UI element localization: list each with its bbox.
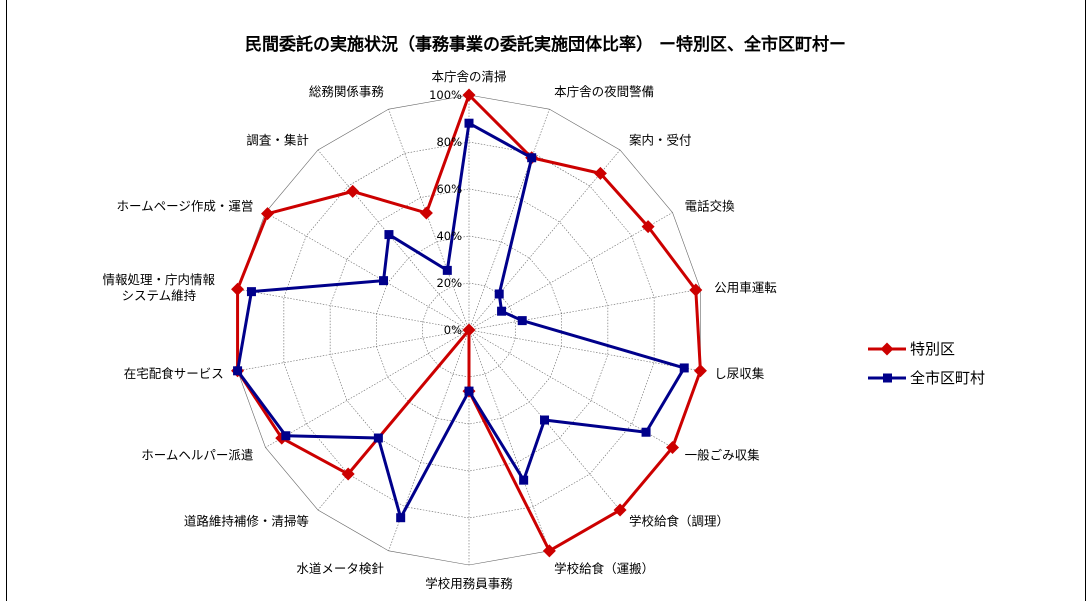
- data-point: [497, 306, 507, 316]
- category-label: 水道メータ検針: [296, 561, 384, 576]
- spoke: [468, 329, 701, 372]
- tick-label: 0%: [444, 323, 462, 337]
- category-label: 在宅配食サービス: [124, 366, 224, 381]
- legend-label: 特別区: [910, 340, 955, 358]
- radial-ticks: 0% 20% 40% 60% 80% 100%: [429, 88, 462, 337]
- data-point: [641, 427, 651, 437]
- data-point: [341, 467, 355, 481]
- data-point: [462, 323, 476, 337]
- data-point: [384, 230, 394, 240]
- category-label: 本庁舎の夜間警備: [554, 84, 654, 99]
- spoke: [468, 329, 673, 448]
- data-point: [462, 88, 476, 102]
- data-point: [542, 544, 556, 558]
- tick-label: 80%: [436, 135, 462, 149]
- category-label: 公用車運転: [714, 280, 777, 295]
- spoke: [265, 329, 470, 448]
- spoke: [317, 149, 470, 331]
- data-point: [519, 475, 529, 485]
- legend-label: 全市区町村: [910, 369, 985, 387]
- category-labels: 本庁舎の清掃本庁舎の夜間警備案内・受付電話交換公用車運転し尿収集一般ごみ収集学校…: [103, 69, 778, 591]
- data-point: [231, 282, 245, 296]
- category-label: 総務関係事務: [309, 84, 385, 99]
- tick-label: 20%: [436, 276, 462, 290]
- category-label: 電話交換: [685, 199, 736, 214]
- tick-label: 40%: [436, 229, 462, 243]
- data-point: [641, 220, 655, 234]
- data-point: [233, 366, 243, 376]
- series-layer: [231, 88, 707, 558]
- data-point: [527, 153, 537, 163]
- data-point: [261, 207, 275, 221]
- category-label: 道路維持補修・清掃等: [184, 514, 309, 529]
- category-label: ホームヘルパー派遣: [141, 448, 253, 463]
- data-point: [494, 289, 504, 299]
- legend-marker: [883, 373, 892, 383]
- category-label: 案内・受付: [629, 132, 692, 147]
- data-point: [442, 265, 452, 275]
- category-label: し尿収集: [714, 366, 765, 381]
- data-point: [464, 386, 474, 396]
- data-point: [679, 363, 689, 373]
- category-label: 調査・集計: [246, 132, 309, 147]
- data-point: [464, 118, 474, 128]
- category-label: 学校用務員事務: [425, 576, 513, 591]
- series-2: [233, 118, 689, 523]
- data-point: [346, 184, 360, 198]
- category-label: 一般ごみ収集: [685, 448, 761, 463]
- grid-ring: [283, 141, 655, 519]
- category-label: ホームページ作成・運営: [116, 199, 253, 214]
- category-label: 学校給食（調理）: [629, 514, 729, 529]
- spoke: [468, 149, 621, 331]
- spoke: [468, 288, 701, 331]
- spoke: [237, 329, 470, 372]
- chart-title: 民間委託の実施状況（事務事業の委託実施団体比率） ー特別区、全市区町村ー: [245, 35, 846, 55]
- legend-item: 全市区町村: [868, 369, 985, 387]
- data-point: [517, 316, 527, 326]
- data-point: [693, 364, 707, 378]
- spoke: [468, 109, 550, 331]
- category-label: 学校給食（運搬）: [554, 561, 654, 576]
- data-point: [666, 441, 680, 454]
- data-point: [593, 166, 607, 180]
- data-point: [419, 206, 433, 220]
- data-point: [373, 433, 383, 443]
- legend-item: 特別区: [868, 340, 955, 358]
- spoke: [468, 329, 550, 551]
- chart-frame: [6, 0, 1086, 601]
- data-point: [246, 287, 256, 297]
- spoke: [237, 288, 470, 331]
- spoke: [265, 212, 470, 331]
- tick-label: 100%: [429, 88, 462, 102]
- tick-label: 60%: [436, 182, 462, 196]
- data-point: [540, 415, 550, 425]
- data-point: [613, 503, 627, 517]
- legend-marker: [880, 342, 894, 356]
- grid-ring: [422, 282, 516, 378]
- category-label: 情報処理・庁内情報システム維持: [103, 272, 216, 303]
- data-point: [379, 276, 389, 286]
- data-point: [281, 431, 291, 441]
- category-label: 本庁舎の清掃: [431, 69, 506, 84]
- spoke: [388, 109, 470, 331]
- data-point: [689, 283, 703, 297]
- data-point: [396, 513, 406, 523]
